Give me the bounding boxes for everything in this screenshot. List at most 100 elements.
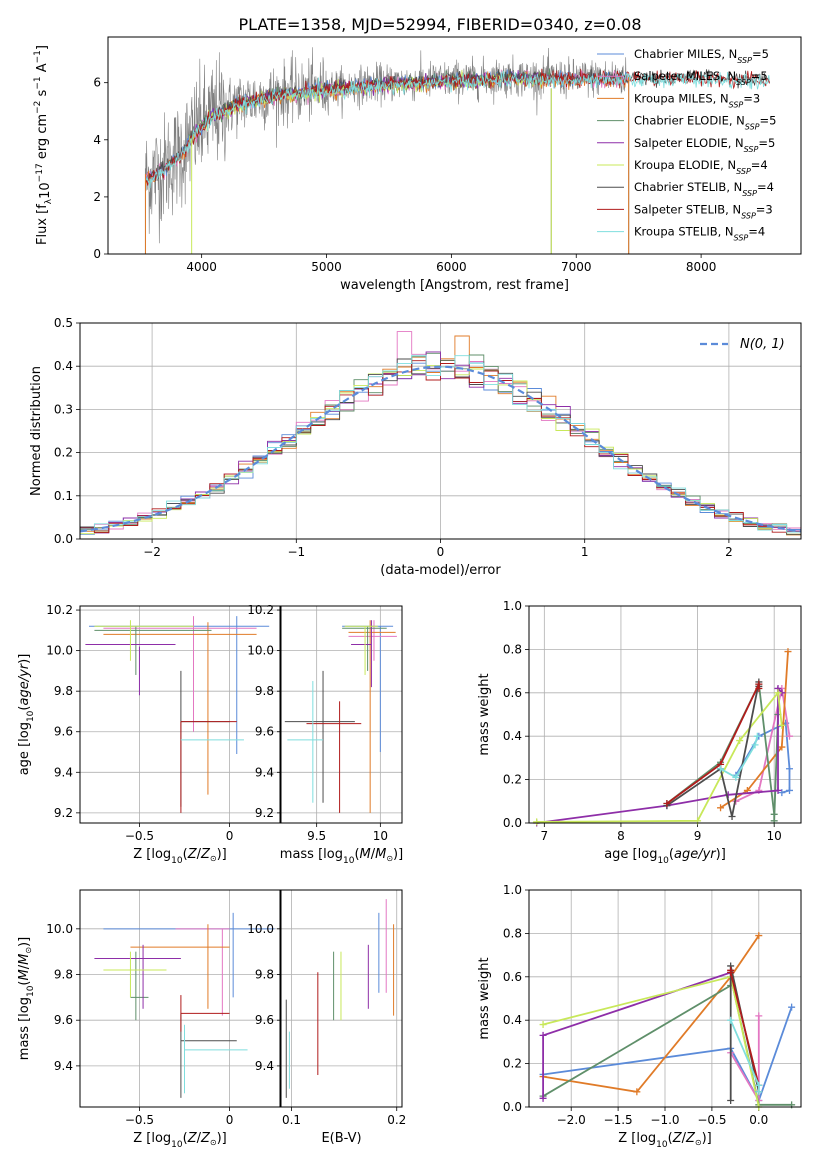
x-tick-label: 9.5 xyxy=(307,829,326,843)
data-point xyxy=(727,968,735,976)
data-point xyxy=(663,799,671,807)
legend-entry: Salpeter ELODIE, NSSP=5 xyxy=(634,136,775,154)
x-tick-label: 10 xyxy=(373,829,388,843)
axes-frame xyxy=(528,889,802,1108)
y-tick-label: 9.6 xyxy=(54,1013,73,1027)
mass-weight-line xyxy=(542,975,760,1108)
y-tick-label: 0.0 xyxy=(503,816,522,830)
data-point xyxy=(786,765,794,773)
axes-frame xyxy=(280,605,403,824)
age-vs-mass-panel: 9.5 10 9.2 9.4 9.6 9.8 10.0 10.2 mass [log10(M/M… xyxy=(247,603,403,866)
y-tick-label: 9.2 xyxy=(255,806,274,820)
x-tick-label: 0.2 xyxy=(387,1113,406,1127)
data-point xyxy=(727,1096,735,1104)
x-axis-label: (data-model)/error xyxy=(380,563,501,578)
x-tick-label: 7 xyxy=(541,829,549,843)
y-tick-label: 9.6 xyxy=(54,725,73,739)
x-tick-label: 10 xyxy=(767,829,782,843)
y-tick-label: 0.2 xyxy=(503,1057,522,1071)
y-tick-label: 0.0 xyxy=(54,532,73,546)
x-axis-label: age [log10(age/yr)] xyxy=(604,847,726,866)
legend-entry: Salpeter MILES, NSSP=5 xyxy=(634,69,768,87)
y-tick-label: 10.0 xyxy=(247,644,274,658)
y-tick-label: 1.0 xyxy=(503,883,522,897)
y-tick-label: 10.2 xyxy=(46,603,73,617)
x-tick-label: 9 xyxy=(694,829,702,843)
x-tick-label: 0.0 xyxy=(749,1113,768,1127)
legend-entry: Chabrier MILES, NSSP=5 xyxy=(634,47,769,65)
y-axis-label: Normed distribution xyxy=(29,366,44,496)
data-point xyxy=(717,765,725,773)
data-point xyxy=(755,932,763,940)
y-axis-label: age [log10(age/yr)] xyxy=(17,654,36,776)
spectrum-panel: 4000 5000 6000 7000 8000 0 2 4 6 wavelength [Angs… xyxy=(33,36,802,293)
y-tick-label: 0.4 xyxy=(503,1013,522,1027)
residual-histogram xyxy=(79,354,802,539)
x-tick-label: 0 xyxy=(437,545,445,559)
data-point xyxy=(784,648,792,656)
y-tick-label: 10.0 xyxy=(46,922,73,936)
y-tick-label: 9.8 xyxy=(255,684,274,698)
data-point xyxy=(732,773,740,781)
x-axis-label: E(B-V) xyxy=(321,1131,361,1146)
y-tick-label: 0.5 xyxy=(54,316,73,330)
data-point xyxy=(774,689,782,697)
y-tick-label: 4 xyxy=(93,133,101,147)
axes-frame xyxy=(79,605,281,824)
y-tick-label: 0.4 xyxy=(503,729,522,743)
y-tick-label: 0.6 xyxy=(503,686,522,700)
x-tick-label: 8 xyxy=(617,829,625,843)
y-tick-label: 9.4 xyxy=(255,1059,274,1073)
data-point xyxy=(774,786,782,794)
data-point xyxy=(728,812,736,820)
massweight-vs-metallicity-panel: −2.0 −1.5 −1.0 −0.5 0.0 0.0 0.2 0.4 0.6 0.8 1.0 Z [… xyxy=(477,883,802,1150)
x-axis-label: Z [log10(Z/Z⊙)] xyxy=(133,847,227,866)
data-point xyxy=(778,721,786,729)
mass-vs-metallicity-panel: −0.5 0 9.4 9.6 9.8 10.0 Z [log10(Z/Z⊙)] mass [l… xyxy=(17,889,281,1150)
data-point xyxy=(755,1088,763,1096)
legend-entry: Chabrier ELODIE, NSSP=5 xyxy=(634,114,776,132)
data-point xyxy=(717,804,725,812)
y-tick-label: 0.8 xyxy=(503,642,522,656)
legend-entry: N(0, 1) xyxy=(740,337,785,352)
data-point xyxy=(539,1031,547,1039)
data-point xyxy=(727,1016,735,1024)
data-point xyxy=(755,1012,763,1020)
y-axis-label: mass weight xyxy=(477,957,492,1039)
x-tick-label: 0 xyxy=(226,1113,234,1127)
x-tick-label: 6000 xyxy=(436,260,467,274)
mass-weight-line xyxy=(720,651,789,809)
data-point xyxy=(753,732,761,740)
y-tick-label: 9.8 xyxy=(54,684,73,698)
legend-entry: Salpeter STELIB, NSSP=3 xyxy=(634,202,773,220)
y-tick-label: 6 xyxy=(93,76,101,90)
mass-weight-line xyxy=(666,683,760,805)
y-tick-label: 0.2 xyxy=(54,446,73,460)
y-tick-label: 0.0 xyxy=(503,1100,522,1114)
data-point xyxy=(533,818,541,826)
x-tick-label: −0.5 xyxy=(125,1113,154,1127)
mass-vs-ebv-panel: 0.1 0.2 9.4 9.6 9.8 10.0 E(B-V) xyxy=(247,889,406,1146)
data-point xyxy=(778,743,786,751)
y-axis-label: Flux [fλ10−17 erg cm−2 s−1 A−1] xyxy=(33,45,54,245)
data-point xyxy=(786,732,794,740)
y-tick-label: 0.6 xyxy=(503,970,522,984)
y-tick-label: 9.4 xyxy=(54,1059,73,1073)
axes-frame xyxy=(79,889,281,1108)
y-tick-label: 9.8 xyxy=(255,968,274,982)
x-tick-label: 1 xyxy=(581,545,589,559)
x-tick-label: 8000 xyxy=(686,260,717,274)
y-axis-label: mass [log10(M/M⊙)] xyxy=(17,937,36,1060)
legend-entry: Kroupa MILES, NSSP=3 xyxy=(634,91,760,109)
y-tick-label: 10.2 xyxy=(247,603,274,617)
x-tick-label: 2 xyxy=(725,545,733,559)
x-tick-label: 5000 xyxy=(311,260,342,274)
legend-entry: Kroupa STELIB, NSSP=4 xyxy=(634,225,765,243)
data-point xyxy=(786,786,794,794)
massweight-vs-age-panel: 7 8 9 10 0.0 0.2 0.4 0.6 0.8 1.0 age [log10(age/yr… xyxy=(477,599,802,866)
x-axis-label: Z [log10(Z/Z⊙)] xyxy=(618,1131,712,1150)
data-point xyxy=(539,1094,547,1102)
data-point xyxy=(755,1081,763,1089)
x-axis-label: mass [log10(M/M⊙)] xyxy=(280,847,403,866)
data-point xyxy=(736,737,744,745)
